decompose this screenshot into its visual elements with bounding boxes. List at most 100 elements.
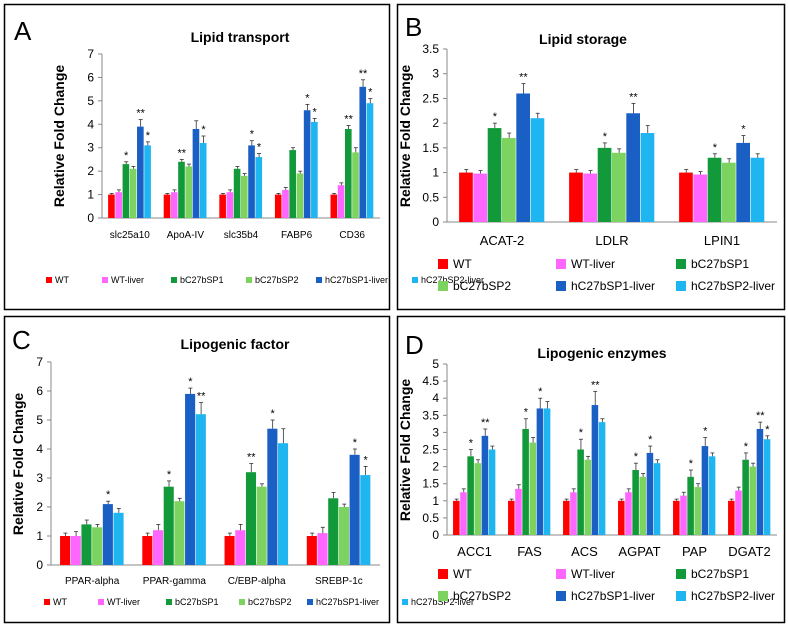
- y-tick-label: 0: [36, 558, 43, 572]
- bar-c-0-0: [60, 536, 71, 565]
- bar-c-0-2: [81, 524, 92, 565]
- bar-d-1-0: [508, 500, 515, 535]
- bar-d-5-1: [735, 490, 742, 535]
- bar-a-2-4: [248, 145, 255, 218]
- bar-d-2-4: [591, 405, 599, 535]
- bar-c-1-5: [195, 414, 206, 565]
- significance-mark: *: [188, 376, 193, 388]
- legend-swatch: [676, 259, 686, 269]
- bar-a-1-1: [170, 192, 178, 218]
- category-label: slc25a10: [110, 230, 150, 241]
- bar-b-2-1: [693, 174, 708, 222]
- bar-d-3-0: [618, 500, 625, 535]
- bar-a-0-1: [115, 192, 122, 218]
- significance-mark: *: [524, 407, 529, 419]
- legend-swatch: [239, 599, 245, 605]
- bar-c-0-5: [113, 512, 124, 565]
- category-label: PPAR-alpha: [65, 576, 120, 587]
- legend-label: hC27bSP2-liver: [691, 589, 775, 603]
- bar-c-2-2: [245, 472, 257, 565]
- y-axis-label: Relative Fold Change: [397, 379, 413, 522]
- y-tick-label: 2: [432, 116, 439, 130]
- legend-swatch: [171, 277, 177, 283]
- bar-d-2-5: [598, 422, 606, 535]
- legend-swatch: [246, 277, 252, 283]
- bar-d-4-1: [680, 495, 687, 535]
- legend-swatch: [676, 281, 686, 291]
- significance-mark: *: [741, 124, 746, 136]
- bar-d-0-3: [474, 463, 482, 535]
- bar-b-2-2: [707, 157, 722, 222]
- category-label: C/EBP-alpha: [228, 576, 286, 587]
- legend-label: bC27bSP2: [248, 597, 292, 607]
- bar-a-1-2: [178, 161, 185, 218]
- bar-c-1-4: [185, 393, 196, 565]
- y-tick-label: 1.5: [422, 141, 439, 155]
- bar-c-0-3: [92, 527, 103, 565]
- y-tick-label: 2: [87, 164, 94, 178]
- y-tick-label: 2: [432, 460, 439, 474]
- bar-b-1-4: [626, 113, 640, 222]
- significance-mark: *: [493, 111, 498, 123]
- bar-a-4-0: [330, 194, 338, 218]
- bar-d-2-0: [563, 500, 570, 535]
- significance-mark: *: [648, 434, 653, 446]
- bar-b-2-3: [722, 162, 736, 222]
- y-tick-label: 0.5: [422, 190, 439, 204]
- bar-b-1-5: [640, 133, 655, 222]
- significance-mark: *: [744, 441, 749, 453]
- bar-a-2-0: [219, 194, 226, 218]
- category-label: LPIN1: [704, 233, 740, 248]
- bar-d-4-0: [673, 500, 680, 535]
- legend-swatch: [412, 277, 418, 283]
- bar-d-1-2: [522, 428, 529, 535]
- chart-title: Lipid storage: [539, 31, 627, 47]
- y-axis-label: Relative Fold Change: [10, 393, 26, 536]
- y-tick-label: 6: [36, 384, 43, 398]
- legend-label: WT-liver: [571, 567, 615, 581]
- bar-b-0-3: [502, 137, 516, 222]
- bar-c-3-2: [328, 498, 339, 565]
- bar-d-3-3: [639, 476, 647, 535]
- legend-label: bC27bSP1: [180, 275, 224, 285]
- bar-b-1-1: [583, 173, 598, 222]
- y-tick-label: 3.5: [422, 42, 439, 56]
- category-label: FABP6: [281, 230, 313, 241]
- legend-swatch: [676, 569, 686, 579]
- bar-a-4-3: [352, 152, 359, 218]
- significance-mark: *: [713, 142, 718, 154]
- y-tick-label: 0.5: [422, 511, 439, 525]
- legend: WT WT-liver bC27bSP1 bC27bSP2 hC27bSP1-liver…: [438, 257, 775, 293]
- bar-d-5-3: [749, 466, 757, 535]
- legend-swatch: [438, 259, 448, 269]
- bar-b-0-0: [459, 172, 473, 222]
- bar-b-1-0: [569, 172, 583, 222]
- panel-letter: C: [12, 325, 31, 355]
- significance-mark: *: [257, 142, 262, 154]
- y-tick-label: 3: [432, 67, 439, 81]
- legend-label: WT-liver: [107, 597, 140, 607]
- bar-b-1-2: [597, 147, 612, 222]
- category-label: PPAR-gamma: [143, 576, 207, 587]
- legend-label: bC27bSP1: [691, 257, 749, 271]
- y-tick-label: 2: [36, 500, 43, 514]
- significance-mark: **: [344, 113, 353, 125]
- bar-b-2-4: [736, 142, 750, 222]
- legend-label: bC27bSP1: [691, 567, 749, 581]
- significance-mark: *: [106, 489, 111, 501]
- bar-c-1-2: [163, 486, 174, 565]
- bar-a-1-0: [163, 194, 171, 218]
- bar-d-3-4: [646, 452, 654, 535]
- y-axis-label: Relative Fold Change: [397, 65, 413, 208]
- bar-a-1-3: [185, 166, 193, 218]
- legend-label: bC27bSP1: [175, 597, 219, 607]
- y-tick-label: 3: [432, 425, 439, 439]
- bar-d-2-1: [570, 492, 577, 535]
- panel-d: D Lipogenic enzymes 0 0.5 1 1.5 2 2.5 3 3.5 4 4.5 5 R…: [396, 315, 786, 624]
- chart-title: Lipid transport: [191, 29, 290, 45]
- significance-mark: *: [363, 454, 368, 466]
- y-tick-label: 1: [432, 494, 439, 508]
- legend-swatch: [316, 277, 322, 283]
- bar-d-5-2: [742, 459, 749, 535]
